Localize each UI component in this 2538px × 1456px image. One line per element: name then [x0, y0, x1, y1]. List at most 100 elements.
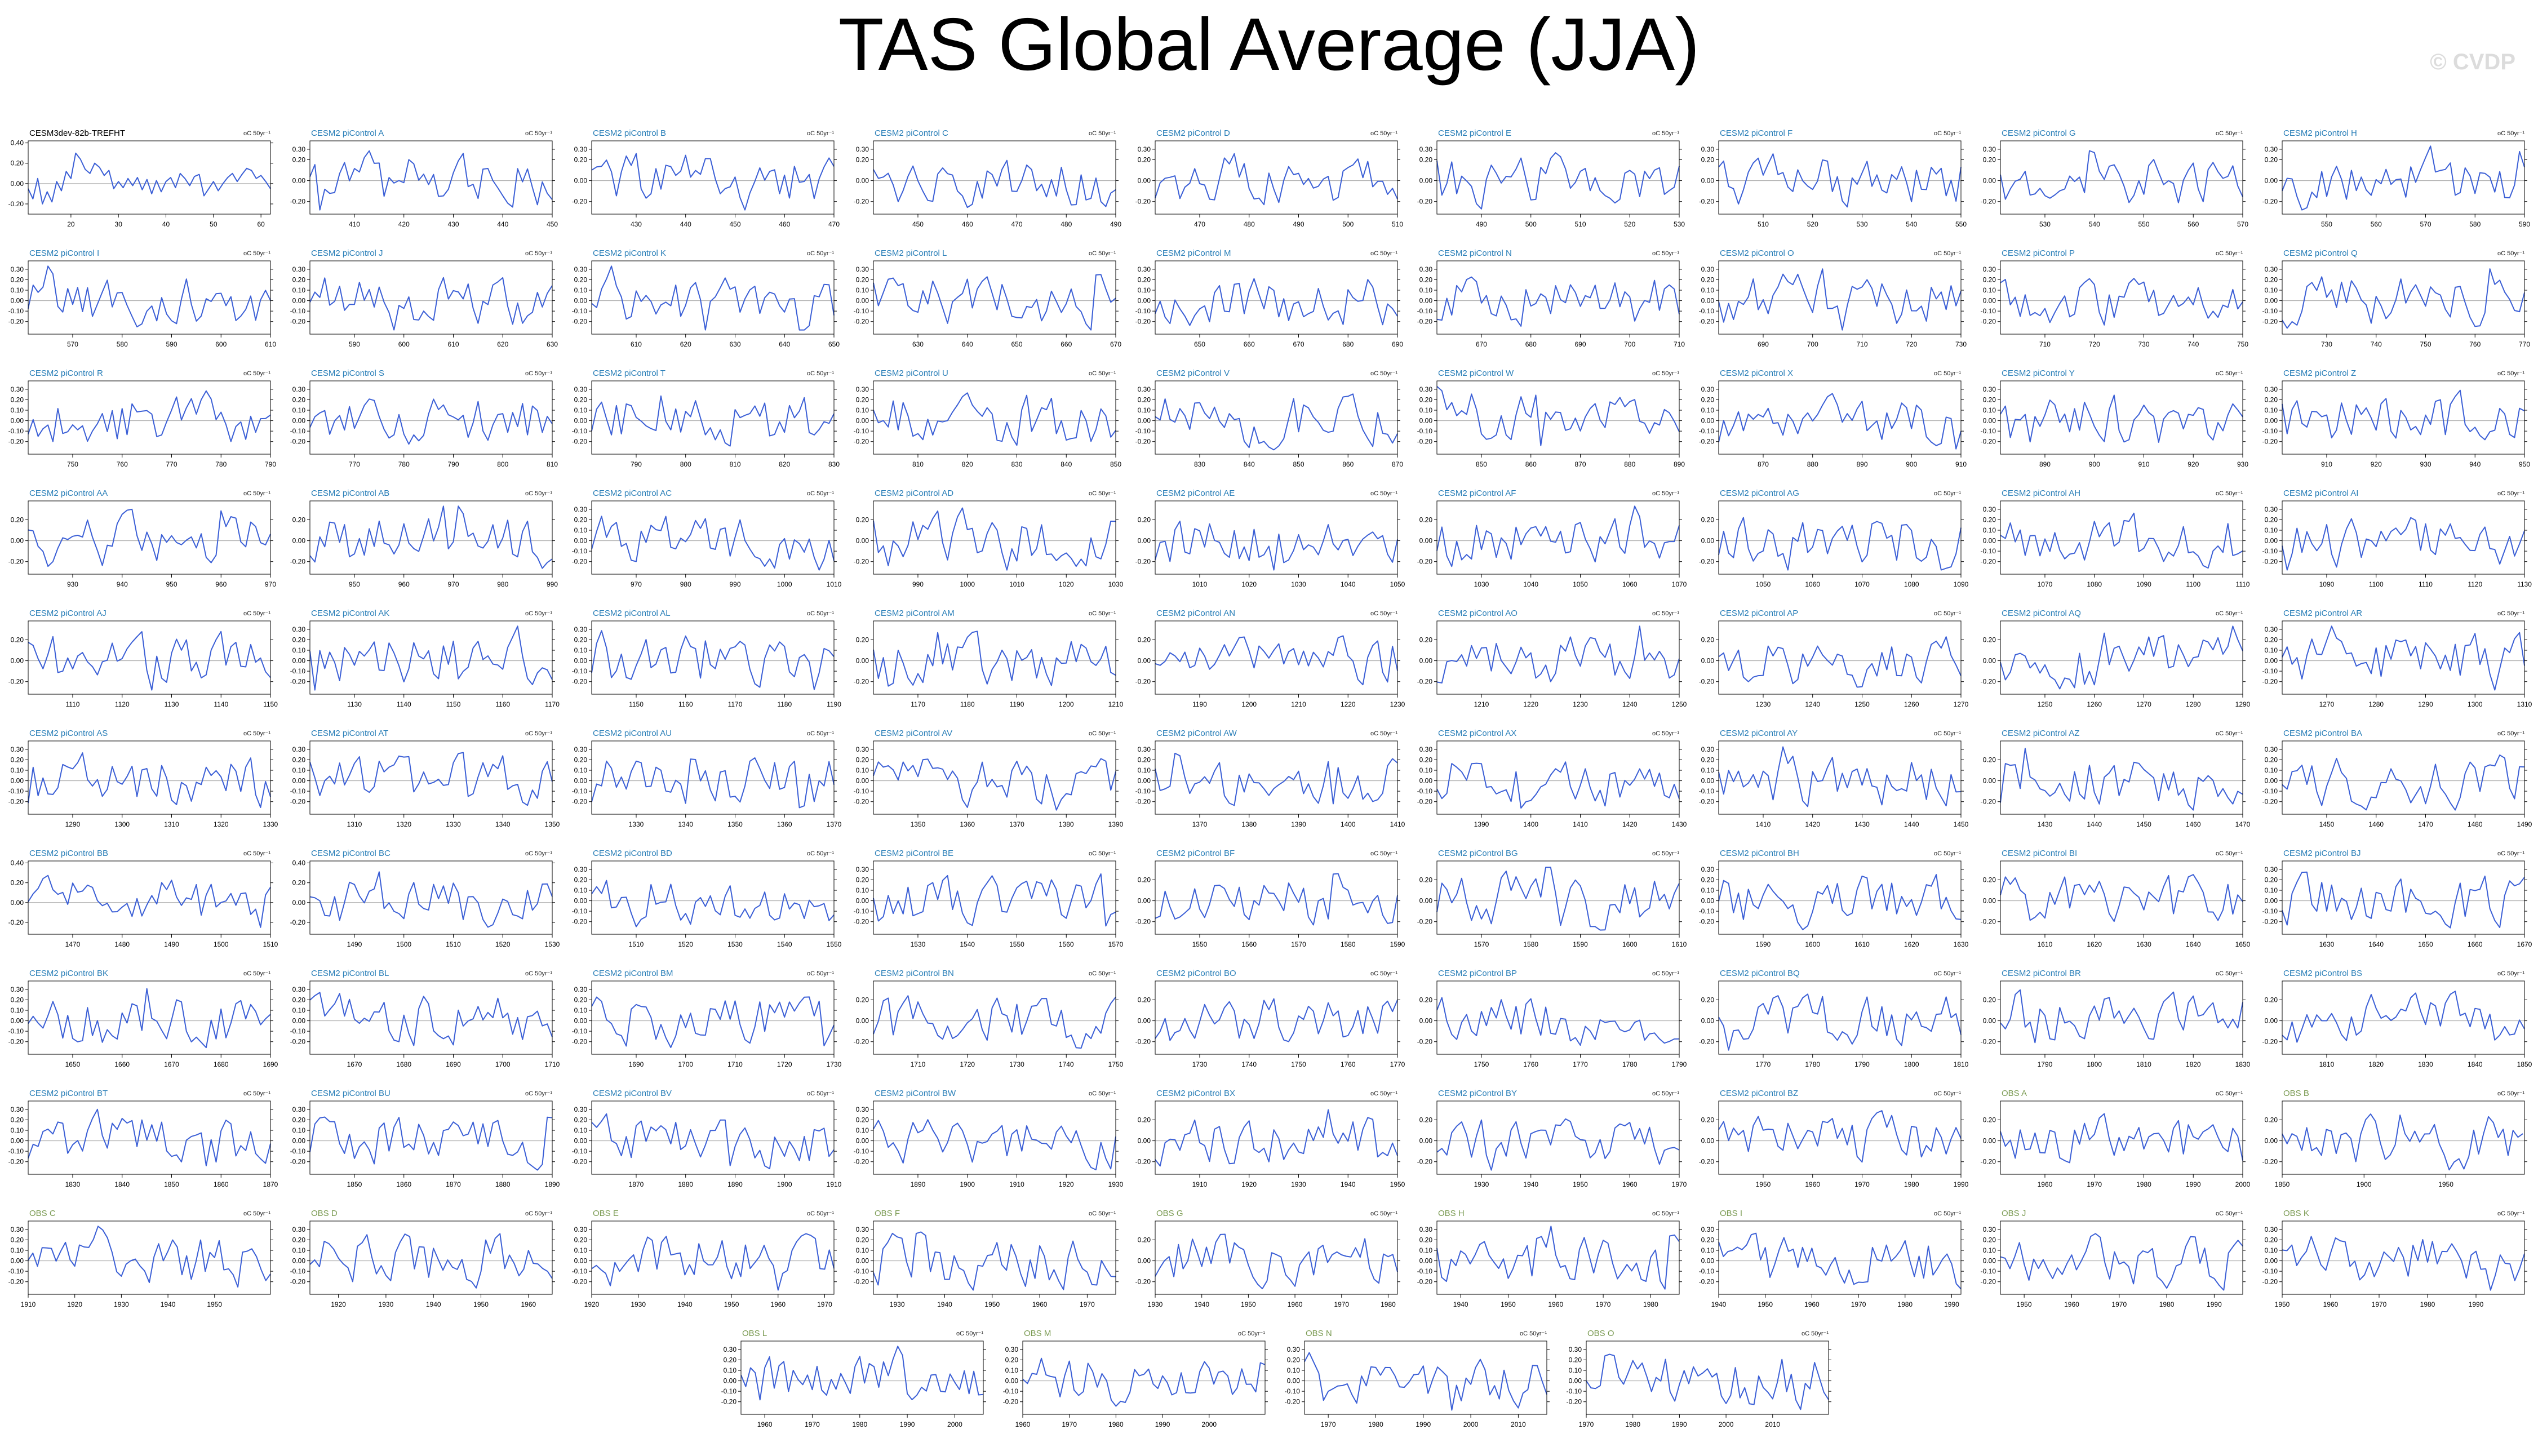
y-tick-label: 0.30	[856, 265, 869, 273]
panel-unit-label: oC 50yr⁻¹	[2216, 1210, 2243, 1217]
y-tick-label: 0.00	[11, 1017, 24, 1025]
y-tick-label: 0.00	[856, 297, 869, 305]
x-tick-label: 1960	[1288, 1300, 1303, 1308]
y-tick-label: 0.00	[1419, 537, 1433, 545]
y-tick-label: -0.20	[854, 558, 869, 566]
plot-frame	[2000, 380, 2243, 455]
panel-chart: -0.20 -0.10 0.00 0.10 0.20 0.30 1910 1920 1930 19…	[8, 1220, 273, 1308]
x-tick-label: 930	[2237, 460, 2248, 468]
x-tick-label: 920	[2371, 460, 2382, 468]
panel-title: CESM2 piControl AF	[1438, 489, 1516, 498]
x-tick-label: 1070	[2038, 580, 2053, 588]
x-tick-label: 610	[447, 340, 459, 348]
x-tick-label: 1980	[2420, 1300, 2435, 1308]
plot-frame	[873, 140, 1116, 215]
y-tick-label: -0.10	[1981, 1267, 1996, 1275]
y-tick-label: 0.30	[1983, 1226, 1996, 1233]
y-tick-label: 0.20	[1419, 756, 1433, 763]
panel-unit-label: oC 50yr⁻¹	[1652, 250, 1679, 257]
panel-title: OBS G	[1156, 1209, 1183, 1218]
x-tick-label: 1930	[1474, 1180, 1489, 1188]
chart-panel: CESM2 piControl L oC 50yr⁻¹ -0.20 -0.10 0.00…	[845, 244, 1127, 362]
y-tick-label: -0.20	[8, 200, 24, 208]
x-tick-label: 1080	[1904, 580, 1919, 588]
plot-frame	[2282, 1100, 2525, 1175]
x-tick-label: 1300	[114, 820, 130, 828]
panel-unit-label: oC 50yr⁻¹	[1652, 1210, 1679, 1217]
y-tick-label: 0.20	[1701, 1236, 1715, 1244]
panel-unit-label: oC 50yr⁻¹	[1370, 610, 1397, 617]
x-tick-label: 530	[2039, 220, 2051, 228]
panel-chart: -0.20 -0.10 0.00 0.10 0.20 0.30 1510 1520 1530 15…	[572, 860, 842, 948]
x-tick-label: 820	[779, 460, 790, 468]
panel-unit-label: oC 50yr⁻¹	[2497, 850, 2524, 857]
chart-panel: CESM2 piControl D oC 50yr⁻¹ -0.20 0.00 0.20 0…	[1127, 124, 1409, 242]
series-line	[591, 996, 835, 1048]
series-line	[309, 505, 553, 569]
chart-panel: CESM2 piControl AO oC 50yr⁻¹ -0.20 0.00 0.20…	[1409, 604, 1690, 722]
x-tick-label: 1220	[1523, 700, 1538, 708]
x-tick-label: 1630	[1954, 940, 1969, 948]
y-tick-label: 0.00	[292, 297, 306, 305]
plot-frame	[2282, 380, 2525, 455]
y-tick-label: 0.00	[856, 417, 869, 425]
chart-panel: CESM2 piControl AJ oC 50yr⁻¹ -0.20 0.00 0.20…	[0, 604, 282, 722]
y-tick-label: 0.00	[1701, 297, 1715, 305]
panel-title: CESM2 piControl AS	[29, 729, 108, 738]
chart-panel: OBS I oC 50yr⁻¹ -0.20 -0.10 0.00 0.10 0.20 0.30…	[1690, 1204, 1972, 1322]
panel-unit-label: oC 50yr⁻¹	[1934, 370, 1961, 377]
y-tick-label: -0.20	[572, 438, 588, 446]
y-tick-label: 0.10	[856, 766, 869, 774]
panel-title: CESM2 piControl BV	[593, 1089, 672, 1098]
y-tick-label: -0.20	[1981, 198, 1996, 206]
x-tick-label: 870	[1758, 460, 1769, 468]
panel-title: OBS L	[742, 1329, 767, 1338]
y-tick-label: 0.20	[1419, 516, 1433, 523]
y-tick-label: 0.00	[2265, 897, 2278, 905]
x-tick-label: 620	[680, 340, 691, 348]
y-tick-label: 0.20	[11, 636, 24, 643]
chart-panel: CESM2 piControl AD oC 50yr⁻¹ -0.20 0.00 0.20…	[845, 484, 1127, 602]
series-line	[873, 1119, 1116, 1170]
y-tick-label: 0.30	[1138, 385, 1151, 393]
panel-unit-label: oC 50yr⁻¹	[2497, 730, 2524, 737]
series-line	[1155, 1109, 1398, 1167]
y-tick-label: -0.20	[854, 1038, 869, 1046]
y-tick-label: -0.20	[572, 678, 588, 686]
y-tick-label: 0.30	[11, 745, 24, 753]
x-tick-label: 1720	[777, 1060, 792, 1068]
panel-unit-label: oC 50yr⁻¹	[807, 1210, 834, 1217]
series-line	[309, 1233, 553, 1289]
x-tick-label: 1950	[1758, 1300, 1773, 1308]
y-tick-label: 0.30	[574, 745, 588, 753]
panel-title: CESM2 piControl C	[875, 128, 948, 138]
y-tick-label: 0.20	[574, 996, 588, 1004]
x-tick-label: 1980	[852, 1421, 867, 1428]
x-tick-label: 1670	[2517, 940, 2532, 948]
y-tick-label: 0.20	[574, 756, 588, 763]
series-line	[2000, 1113, 2243, 1164]
y-tick-label: 0.30	[574, 1226, 588, 1233]
plot-frame	[2282, 140, 2525, 215]
panel-unit-label: oC 50yr⁻¹	[243, 730, 270, 737]
chart-panel: CESM2 piControl F oC 50yr⁻¹ -0.20 0.00 0.20 0…	[1690, 124, 1972, 242]
plot-frame	[28, 380, 271, 455]
x-tick-label: 580	[117, 340, 128, 348]
panel-title: CESM2 piControl BW	[875, 1089, 956, 1098]
series-line	[1718, 517, 1962, 571]
y-tick-label: 0.00	[11, 777, 24, 785]
y-tick-label: -0.20	[1135, 558, 1151, 566]
x-tick-label: 1350	[727, 820, 743, 828]
y-tick-label: 0.00	[1983, 657, 1996, 665]
series-line	[1436, 625, 1680, 683]
chart-panel: CESM2 piControl AT oC 50yr⁻¹ -0.20 -0.10 0.0…	[282, 724, 563, 842]
y-tick-label: 0.30	[2265, 625, 2278, 633]
y-tick-label: -0.20	[572, 918, 588, 926]
y-tick-label: -0.20	[8, 558, 24, 566]
x-tick-label: 1970	[1851, 1300, 1866, 1308]
plot-frame	[28, 1220, 271, 1295]
panel-chart: -0.20 0.00 0.20 1550 1560 1570 1580 1590	[1135, 860, 1405, 948]
x-tick-label: 910	[2321, 460, 2332, 468]
panel-chart: -0.20 -0.10 0.00 0.10 0.20 0.30 1630 1640 1650 16…	[2262, 860, 2532, 948]
y-tick-label: 0.20	[1983, 1236, 1996, 1244]
